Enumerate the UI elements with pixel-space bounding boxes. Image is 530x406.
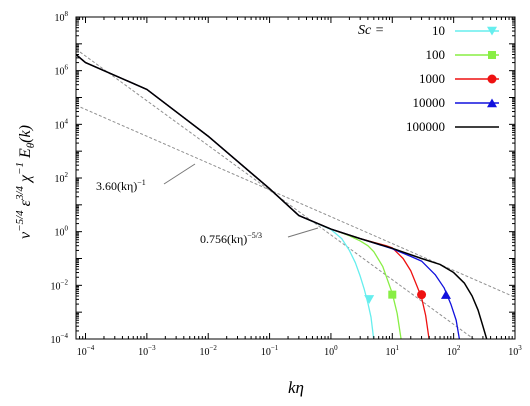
ylabel-k: (k) (17, 125, 34, 143)
y-tick-label: 104 (55, 117, 69, 131)
y-tick-label: 106 (55, 64, 69, 78)
legend: Sc = 10 100 1000 10000 100000 (358, 23, 499, 134)
series-marker-100 (388, 290, 397, 299)
x-tick-label-exp: 2 (457, 344, 461, 352)
x-tick-label-base: 10 (324, 347, 334, 358)
legend-marker-1000 (487, 74, 497, 84)
ylabel-e-sub: θ (25, 142, 37, 148)
ylabel-chi-exp: −1 (14, 162, 26, 175)
series-line-100000 (76, 53, 488, 339)
y-tick-label-base: 10 (55, 228, 65, 239)
y-tick-label-base: 10 (55, 67, 65, 78)
x-tick-label-exp: −1 (271, 344, 279, 352)
ylabel-e: E (17, 148, 34, 162)
reference-label-exp: −1 (137, 178, 146, 187)
x-tick-label: 10−2 (199, 344, 217, 358)
series-marker-1000 (417, 290, 427, 300)
reference-line-1 (76, 48, 475, 339)
x-tick-label-base: 10 (447, 347, 457, 358)
legend-marker-10000 (487, 98, 497, 108)
y-tick-label: 108 (55, 10, 69, 24)
x-tick-label-exp: −4 (87, 344, 95, 352)
x-tick-label: 10−1 (261, 344, 279, 358)
x-tick-label-base: 10 (261, 347, 271, 358)
x-tick-label: 101 (386, 344, 400, 358)
x-tick-label: 102 (447, 344, 461, 358)
axis-tick-labels: 10−4 10−3 10−2 10−1 100 101 102 10310−410−21001… (51, 10, 523, 358)
reference-lines (76, 48, 515, 339)
x-tick-label-base: 10 (77, 347, 87, 358)
y-tick-label-base: 10 (55, 120, 65, 131)
x-tick-label-base: 10 (508, 347, 518, 358)
series-markers (364, 290, 451, 304)
legend-label-100000: 100000 (406, 119, 445, 134)
y-axis-label: ν−5/4 ε3/4 χ−1 Eθ(k) (14, 125, 37, 239)
reference-leader-1 (287, 227, 319, 238)
legend-title: Sc = (358, 23, 384, 38)
x-tick-label-base: 10 (138, 347, 148, 358)
x-tick-label: 10−4 (77, 344, 95, 358)
y-tick-label-base: 10 (55, 13, 65, 24)
y-tick-label: 10−4 (51, 332, 69, 346)
legend-label-10000: 10000 (413, 95, 446, 110)
reference-label-coef: 0.756(kη) (200, 232, 247, 246)
y-tick-label-exp: 0 (65, 225, 69, 233)
reference-leader-0 (163, 163, 196, 185)
ylabel-eps-exp: 3/4 (14, 185, 26, 201)
y-tick-label-exp: −2 (61, 278, 69, 286)
legend-label-10: 10 (432, 23, 445, 38)
x-tick-label: 10−3 (138, 344, 156, 358)
y-tick-label: 10−2 (51, 278, 69, 292)
x-tick-label-exp: −2 (209, 344, 217, 352)
x-axis-label: kη (288, 378, 304, 397)
reference-annotations: 3.60(kη)−1 0.756(kη)−5/3 (96, 163, 319, 246)
reference-label-0: 3.60(kη)−1 (96, 178, 146, 193)
x-tick-label-exp: −3 (148, 344, 156, 352)
y-tick-label-exp: 6 (65, 64, 69, 72)
x-tick-label: 100 (324, 344, 338, 358)
y-tick-label-base: 10 (51, 335, 61, 346)
series-lines (76, 53, 488, 339)
ylabel-nu-exp: −5/4 (14, 210, 26, 232)
y-tick-label-exp: 8 (65, 10, 69, 18)
y-tick-label-base: 10 (51, 281, 61, 292)
axis-ticks (75, 16, 516, 340)
x-tick-label-exp: 3 (518, 344, 522, 352)
y-tick-label-exp: 2 (65, 171, 69, 179)
series-marker-10000 (440, 290, 451, 299)
x-tick-label-exp: 0 (334, 344, 338, 352)
x-tick-label: 103 (508, 344, 522, 358)
legend-label-100: 100 (426, 47, 446, 62)
legend-marker-10 (487, 26, 497, 36)
reference-label-exp: −5/3 (247, 231, 262, 240)
ylabel-nu: ν (17, 231, 34, 239)
series-marker-10 (364, 295, 375, 304)
y-tick-label-exp: 4 (65, 117, 69, 125)
y-tick-label: 102 (55, 171, 69, 185)
legend-label-1000: 1000 (419, 71, 445, 86)
x-tick-label-exp: 1 (396, 344, 400, 352)
ylabel-eps: ε (17, 199, 34, 210)
x-tick-label-base: 10 (386, 347, 396, 358)
ylabel-chi: χ (17, 174, 34, 186)
y-tick-label-base: 10 (55, 174, 65, 185)
x-tick-label-base: 10 (199, 347, 209, 358)
y-tick-label-exp: −4 (61, 332, 69, 340)
reference-label-coef: 3.60(kη) (96, 179, 137, 193)
reference-label-1: 0.756(kη)−5/3 (200, 231, 262, 246)
legend-marker-100 (488, 51, 496, 59)
y-tick-label: 100 (55, 225, 69, 239)
